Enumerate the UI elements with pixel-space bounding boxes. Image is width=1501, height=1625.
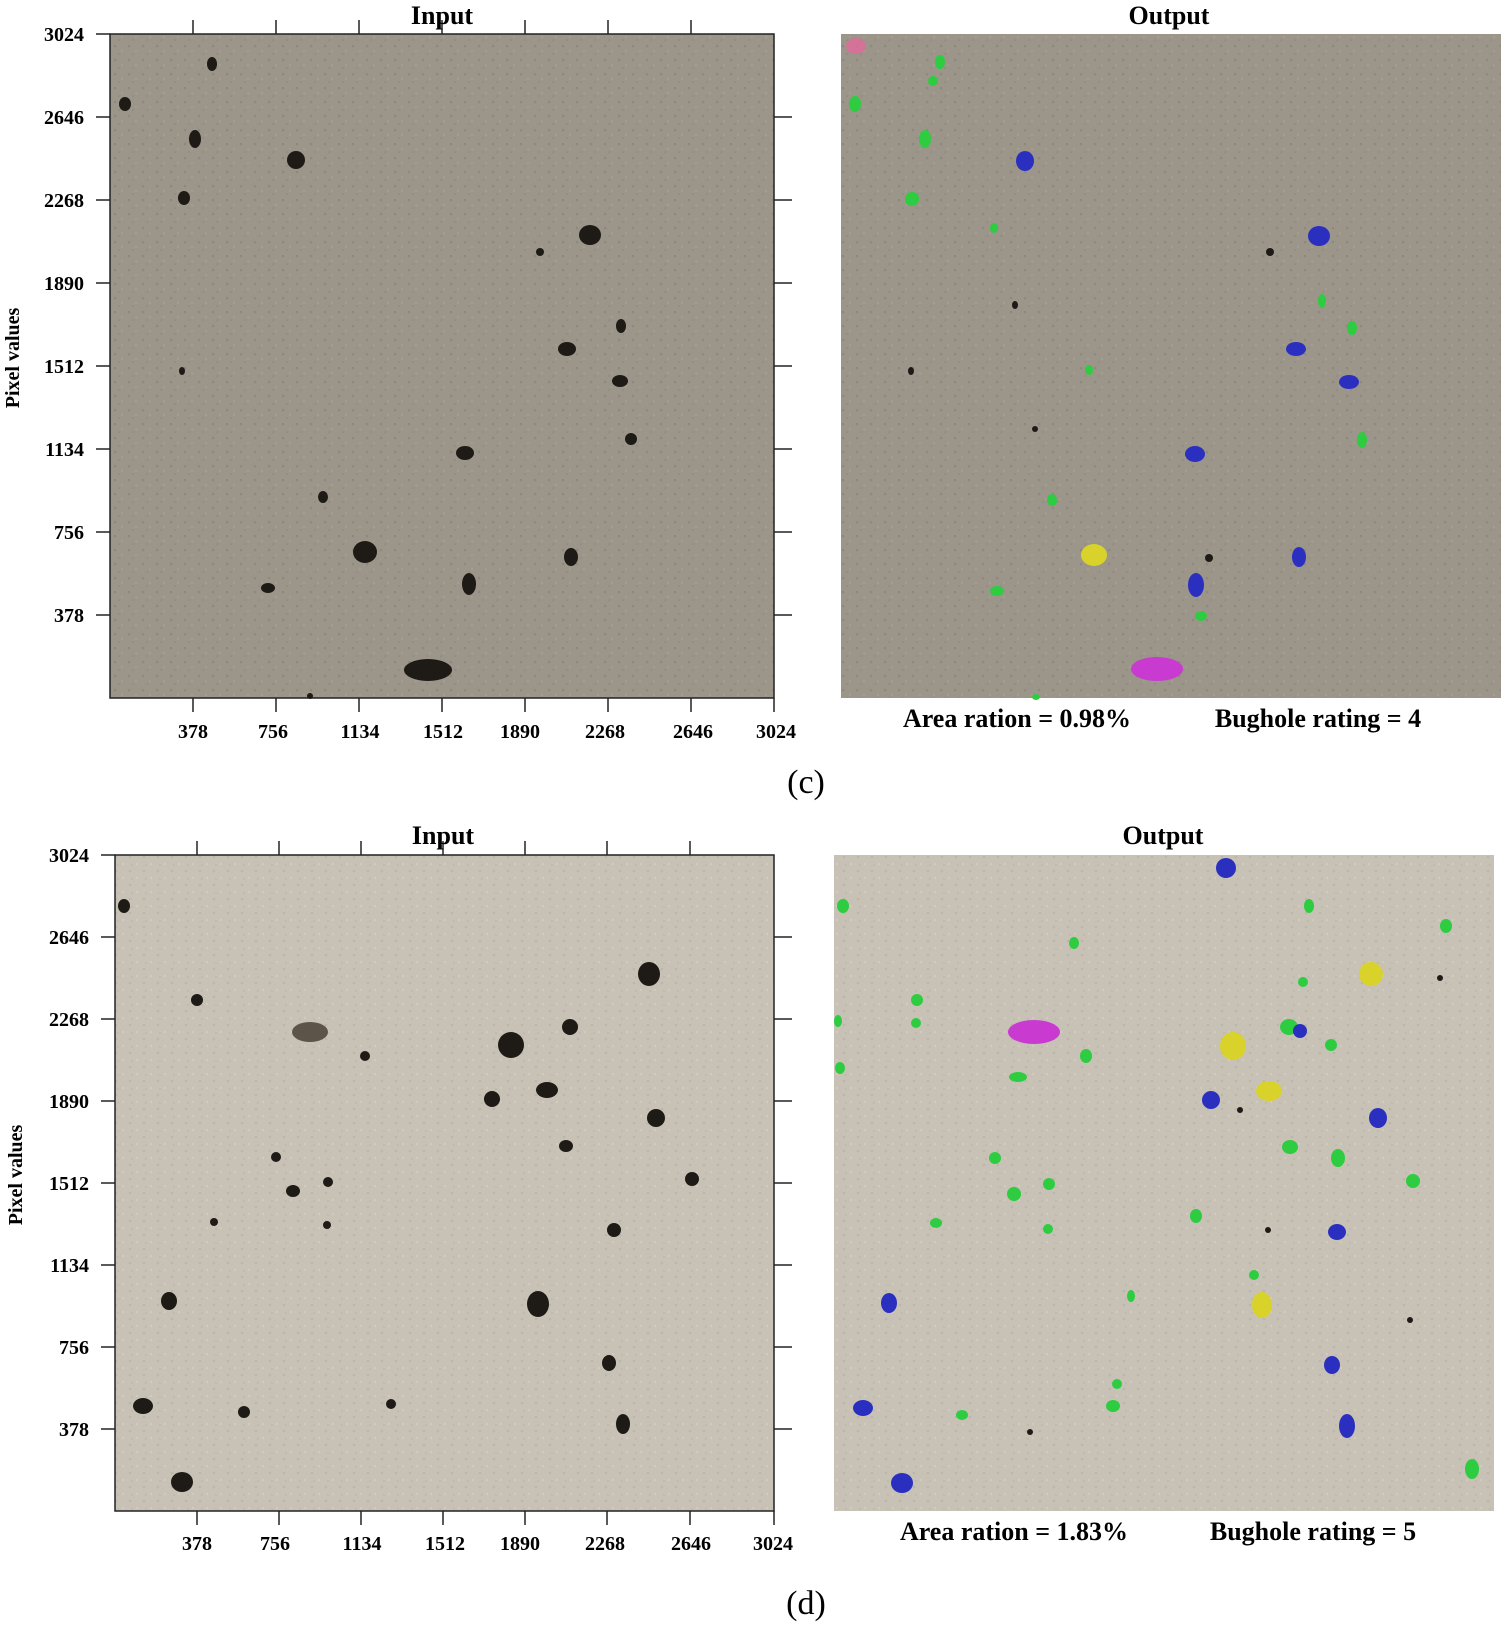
area-ration-d: Area ration = 1.83% <box>900 1517 1128 1546</box>
bughole-rating-c: Bughole rating = 4 <box>1215 704 1421 733</box>
x-tick-labels-d: 378 756 1134 1512 1890 2268 2646 3024 <box>182 1533 793 1555</box>
y-axis-c <box>96 20 792 616</box>
y-tick-label: 1512 <box>44 356 84 378</box>
x-tick-labels-c: 378 756 1134 1512 1890 2268 2646 3024 <box>178 721 796 743</box>
y-tick-label: 378 <box>54 605 84 627</box>
y-axis-label-d: Pixel values <box>5 1125 27 1226</box>
y-tick-label: 2268 <box>49 1009 89 1031</box>
input-holes-c <box>119 57 637 699</box>
y-tick-labels-c: 3024 2646 2268 1890 1512 1134 756 378 <box>44 24 84 627</box>
y-tick-label: 1134 <box>45 439 84 461</box>
y-tick-label: 378 <box>59 1419 89 1441</box>
output-title-c: Output <box>1129 1 1210 30</box>
input-image-d <box>114 854 775 1512</box>
y-tick-label: 2646 <box>44 107 84 129</box>
y-tick-label: 756 <box>54 522 84 544</box>
y-tick-label: 2646 <box>49 927 89 949</box>
input-image-c <box>109 33 775 699</box>
x-tick-label: 1512 <box>423 721 463 743</box>
x-axis-d <box>196 1511 775 1525</box>
y-tick-label: 1134 <box>50 1255 89 1277</box>
x-tick-label: 3024 <box>756 721 796 743</box>
area-ration-c: Area ration = 0.98% <box>903 704 1131 733</box>
y-tick-labels-d: 3024 2646 2268 1890 1512 1134 756 378 <box>49 845 89 1441</box>
output-holes-c <box>908 248 1274 562</box>
y-tick-label: 3024 <box>44 24 84 46</box>
x-axis-c <box>192 698 775 712</box>
x-tick-label: 1890 <box>500 721 540 743</box>
x-tick-label: 1512 <box>425 1533 465 1555</box>
y-axis-label-c: Pixel values <box>2 308 24 409</box>
x-tick-label: 1134 <box>341 721 380 743</box>
output-image-c <box>841 34 1501 698</box>
input-holes-d <box>118 899 699 1492</box>
y-tick-label: 1512 <box>49 1173 89 1195</box>
y-tick-label: 1890 <box>44 273 84 295</box>
panel-c: 3024 2646 2268 1890 1512 1134 756 378 37… <box>2 1 1501 801</box>
input-title-c: Input <box>411 1 473 30</box>
output-title-d: Output <box>1123 821 1204 850</box>
x-tick-label: 378 <box>182 1533 212 1555</box>
y-tick-label: 1890 <box>49 1091 89 1113</box>
output-bugholes-c <box>846 38 1367 700</box>
output-image-d <box>834 855 1494 1511</box>
y-tick-label: 3024 <box>49 845 89 867</box>
x-tick-label: 1890 <box>500 1533 540 1555</box>
x-tick-label: 3024 <box>753 1533 793 1555</box>
panel-label-d: (d) <box>786 1585 826 1622</box>
output-holes-d <box>1027 975 1443 1435</box>
x-tick-label: 378 <box>178 721 208 743</box>
y-tick-label: 2268 <box>44 190 84 212</box>
y-axis-d <box>101 841 792 1430</box>
bughole-rating-d: Bughole rating = 5 <box>1210 1517 1416 1546</box>
x-tick-label: 756 <box>258 721 288 743</box>
input-title-d: Input <box>412 821 474 850</box>
y-tick-label: 756 <box>59 1337 89 1359</box>
x-tick-label: 2646 <box>671 1533 711 1555</box>
panel-label-c: (c) <box>787 764 825 801</box>
panel-d: 3024 2646 2268 1890 1512 1134 756 378 37… <box>5 821 1494 1622</box>
x-tick-label: 1134 <box>343 1533 382 1555</box>
x-tick-label: 756 <box>260 1533 290 1555</box>
x-tick-label: 2268 <box>585 721 625 743</box>
x-tick-label: 2268 <box>585 1533 625 1555</box>
x-tick-label: 2646 <box>673 721 713 743</box>
output-bugholes-d <box>834 858 1479 1493</box>
